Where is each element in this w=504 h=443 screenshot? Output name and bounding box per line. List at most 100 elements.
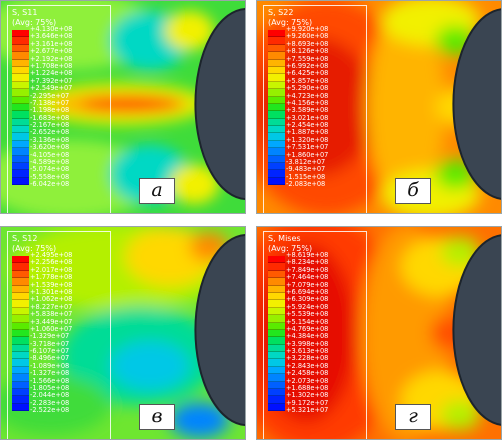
legend-tick-label: +9.260e+08 [286, 32, 329, 41]
legend-swatch [268, 366, 285, 375]
legend-tick-label: +1.778e+08 [30, 273, 73, 282]
legend-tick-label: +5.924e+08 [286, 302, 329, 311]
legend-tick-label: +3.161e+08 [30, 39, 73, 48]
legend-tick-label: -2.295e+07 [30, 91, 70, 100]
legend-tick-label: +1.887e+08 [286, 128, 329, 137]
legend-swatch [268, 337, 285, 345]
legend-swatch [12, 118, 29, 127]
legend-tick-label: +4.769e+08 [286, 324, 329, 333]
legend-swatch [12, 263, 29, 271]
legend-swatch [12, 37, 29, 45]
legend-tick-label: +3.613e+08 [286, 347, 329, 356]
legend-swatch [12, 133, 29, 141]
legend-tick-label: +7.392e+07 [30, 76, 73, 85]
legend-swatches [12, 30, 29, 186]
legend-swatch [12, 329, 29, 338]
legend-tick-label: +3.998e+08 [286, 339, 329, 348]
legend-tick-label: +7.464e+08 [286, 273, 329, 282]
legend-tick-label: +1.708e+08 [30, 61, 73, 70]
legend-tick-label: -8.496e+07 [30, 354, 70, 363]
legend-tick-label: +5.539e+08 [286, 310, 329, 319]
legend-tick-label: -1.566e+08 [30, 376, 70, 385]
legend-swatch [268, 270, 285, 279]
legend-tick-label: -5.074e+08 [30, 165, 70, 174]
legend-subtitle: (Avg: 75%) [268, 18, 313, 27]
legend-swatch [12, 126, 29, 134]
legend-subtitle: (Avg: 75%) [268, 244, 313, 253]
legend-swatch [268, 396, 285, 404]
legend-swatch [12, 111, 29, 119]
legend-tick-label: -3.620e+08 [30, 143, 70, 152]
legend-swatch [268, 177, 285, 186]
legend-swatch [268, 37, 285, 45]
legend-title: S, S11 [12, 8, 38, 17]
legend-tick-label: -7.138e+07 [30, 98, 70, 107]
legend-swatch [12, 163, 29, 171]
legend-tick-label: -1.329e+07 [30, 332, 70, 341]
legend-tick-label: +8.234e+08 [286, 258, 329, 267]
legend-swatch [12, 30, 29, 38]
legend-tick-label: +4.384e+08 [286, 332, 329, 341]
legend-subtitle: (Avg: 75%) [12, 18, 57, 27]
legend-tick-label: +4.723e+08 [286, 91, 329, 100]
legend-tick-label: +7.531e+07 [286, 143, 329, 152]
legend-swatch [12, 270, 29, 279]
legend-tick-label: +1.320e+08 [286, 135, 329, 144]
legend-swatch [12, 44, 29, 53]
stress-field-s12 [1, 227, 245, 439]
legend-tick-label: +6.694e+08 [286, 287, 329, 296]
legend-ticks: +4.130e+08 +3.646e+08 +3.161e+08 +2.677e+08… [30, 25, 73, 189]
legend-tick-label: +9.920e+08 [286, 25, 329, 33]
legend-tick-label: +1.302e+08 [286, 391, 329, 400]
legend-swatch [268, 163, 285, 171]
legend-tick-label: +3.228e+08 [286, 354, 329, 363]
legend-tick-label: +1.060e+07 [30, 324, 73, 333]
color-legend: S, S12 (Avg: 75%) +2.495e+08 +2.256e+08 +2… [7, 231, 111, 439]
legend-tick-label: +1.062e+08 [30, 295, 73, 304]
legend-tick-label: +4.156e+08 [286, 98, 329, 107]
panel-mises: S, Mises (Avg: 75%) +8.619e+08 +8.234e+08… [256, 226, 502, 440]
legend-swatch [12, 344, 29, 353]
legend-swatch [268, 381, 285, 390]
legend-swatch [268, 315, 285, 323]
legend-tick-label: -2.044e+08 [30, 391, 70, 400]
legend-swatch [12, 140, 29, 149]
legend-tick-label: -6.042e+08 [30, 180, 70, 189]
legend-tick-label: +1.860e+07 [286, 150, 329, 159]
legend-tick-label: +2.458e+08 [286, 369, 329, 378]
legend-ticks: +2.495e+08 +2.256e+08 +2.017e+08 +1.778e+08… [30, 251, 73, 415]
legend-tick-label: +2.256e+08 [30, 258, 73, 267]
legend-tick-label: +1.539e+08 [30, 280, 73, 289]
legend-tick-label: +3.646e+08 [30, 32, 73, 41]
legend-swatch [12, 300, 29, 308]
legend-tick-label: +2.677e+08 [30, 47, 73, 56]
legend-title: S, S22 [268, 8, 294, 17]
legend-swatch [268, 66, 285, 75]
legend-swatch [12, 89, 29, 97]
legend-tick-label: +2.549e+07 [30, 84, 73, 93]
legend-swatch [268, 52, 285, 60]
legend-swatch [12, 52, 29, 60]
legend-swatch [268, 307, 285, 316]
legend-swatch [12, 396, 29, 404]
legend-swatch [268, 140, 285, 149]
legend-tick-label: +2.454e+08 [286, 121, 329, 130]
stress-field-mises [257, 227, 501, 439]
legend-tick-label: +6.309e+08 [286, 295, 329, 304]
legend-tick-label: +5.321e+07 [286, 406, 329, 415]
legend-swatch [268, 285, 285, 293]
legend-swatch [268, 148, 285, 156]
legend-swatch [12, 170, 29, 178]
stress-field-s11 [1, 1, 245, 213]
legend-swatch [12, 366, 29, 375]
legend-swatch [12, 66, 29, 75]
legend-swatches [12, 256, 29, 412]
legend-tick-label: +3.589e+08 [286, 106, 329, 115]
legend-tick-label: +1.224e+08 [30, 69, 73, 78]
legend-ticks: +9.920e+08 +9.260e+08 +8.693e+08 +8.126e+08… [286, 25, 329, 189]
legend-tick-label: +8.126e+08 [286, 47, 329, 56]
legend-tick-label: +7.849e+08 [286, 265, 329, 274]
legend-swatch [12, 256, 29, 264]
legend-swatch [268, 359, 285, 367]
legend-tick-label: +1.301e+08 [30, 287, 73, 296]
